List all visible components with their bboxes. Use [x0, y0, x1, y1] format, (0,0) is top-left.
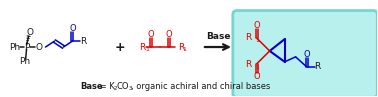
Text: R: R — [314, 62, 321, 71]
Text: , organic achiral and chiral bases: , organic achiral and chiral bases — [131, 82, 271, 91]
Text: O: O — [253, 72, 260, 81]
Text: 1: 1 — [256, 65, 260, 70]
Text: O: O — [35, 42, 42, 52]
Text: Ph: Ph — [9, 42, 20, 52]
Text: CO: CO — [116, 82, 129, 91]
Text: O: O — [69, 24, 76, 33]
Text: O: O — [26, 28, 33, 37]
Text: +: + — [115, 41, 125, 54]
Text: O: O — [166, 30, 172, 39]
Text: 2: 2 — [113, 86, 117, 91]
Text: R: R — [178, 42, 184, 52]
Text: 1: 1 — [256, 38, 260, 43]
Text: 1: 1 — [146, 47, 150, 52]
Text: 3: 3 — [128, 86, 132, 91]
Text: O: O — [253, 21, 260, 30]
Text: 1: 1 — [183, 47, 186, 52]
Text: O: O — [148, 30, 155, 39]
Text: R: R — [246, 60, 252, 69]
Text: O: O — [303, 50, 310, 59]
Text: P: P — [24, 42, 29, 52]
Text: = K: = K — [98, 82, 115, 91]
Text: Base: Base — [81, 82, 103, 91]
Text: R: R — [80, 37, 87, 46]
Text: R: R — [246, 33, 252, 42]
Text: R: R — [139, 42, 145, 52]
FancyBboxPatch shape — [233, 11, 377, 97]
Text: Base: Base — [206, 32, 230, 41]
Text: Ph: Ph — [19, 57, 30, 66]
